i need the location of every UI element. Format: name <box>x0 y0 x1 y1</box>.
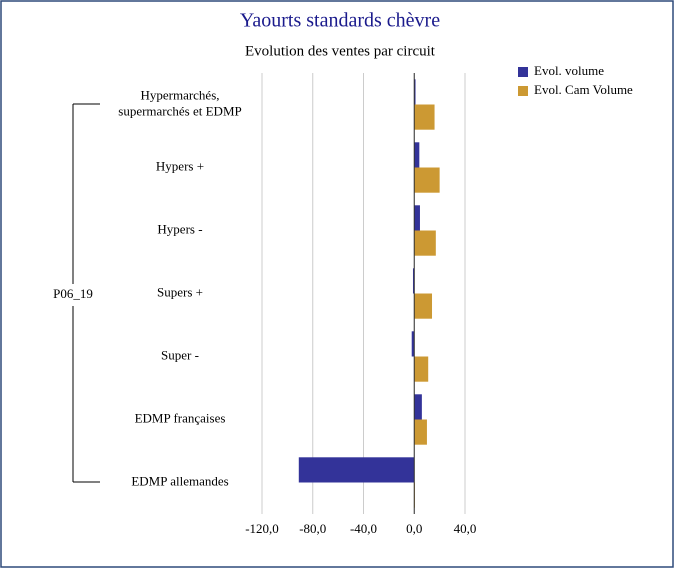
x-tick-label: -120,0 <box>245 521 279 536</box>
y-tick-label: Hypers + <box>156 158 204 173</box>
bar <box>412 268 415 294</box>
bar <box>414 205 420 231</box>
y-tick-label: Super - <box>161 347 199 362</box>
bar <box>298 457 415 483</box>
bar <box>414 394 422 420</box>
y-tick-label: Hypermarchés, supermarchés et EDMP <box>118 87 241 118</box>
bar <box>414 104 435 130</box>
chart-subtitle: Evolution des ventes par circuit <box>245 43 436 59</box>
bar <box>414 419 427 445</box>
y-tick-label: Hypers - <box>157 221 202 236</box>
bar <box>414 230 436 256</box>
label-line: supermarchés et EDMP <box>118 103 241 118</box>
chart-title: Yaourts standards chèvre <box>240 10 440 32</box>
bar <box>414 142 420 168</box>
legend-label: Evol. volume <box>534 63 604 78</box>
group-label: P06_19 <box>53 286 93 301</box>
label-bg <box>46 284 100 306</box>
x-tick-label: 0,0 <box>406 521 422 536</box>
y-tick-label: EDMP françaises <box>135 410 226 425</box>
bar <box>414 293 433 319</box>
legend-swatch <box>518 86 528 96</box>
bracket <box>46 103 100 483</box>
bar <box>414 167 440 193</box>
legend-label: Evol. Cam Volume <box>534 82 633 97</box>
bar <box>414 356 429 382</box>
bar <box>414 79 416 105</box>
x-tick-label: -80,0 <box>299 521 326 536</box>
x-tick-label: 40,0 <box>454 521 477 536</box>
legend-swatch <box>518 67 528 77</box>
y-tick-label: EDMP allemandes <box>131 473 228 488</box>
x-tick-label: -40,0 <box>350 521 377 536</box>
label-line: Hypermarchés, <box>140 87 219 102</box>
y-tick-label: Supers + <box>157 284 203 299</box>
bar <box>411 331 415 357</box>
